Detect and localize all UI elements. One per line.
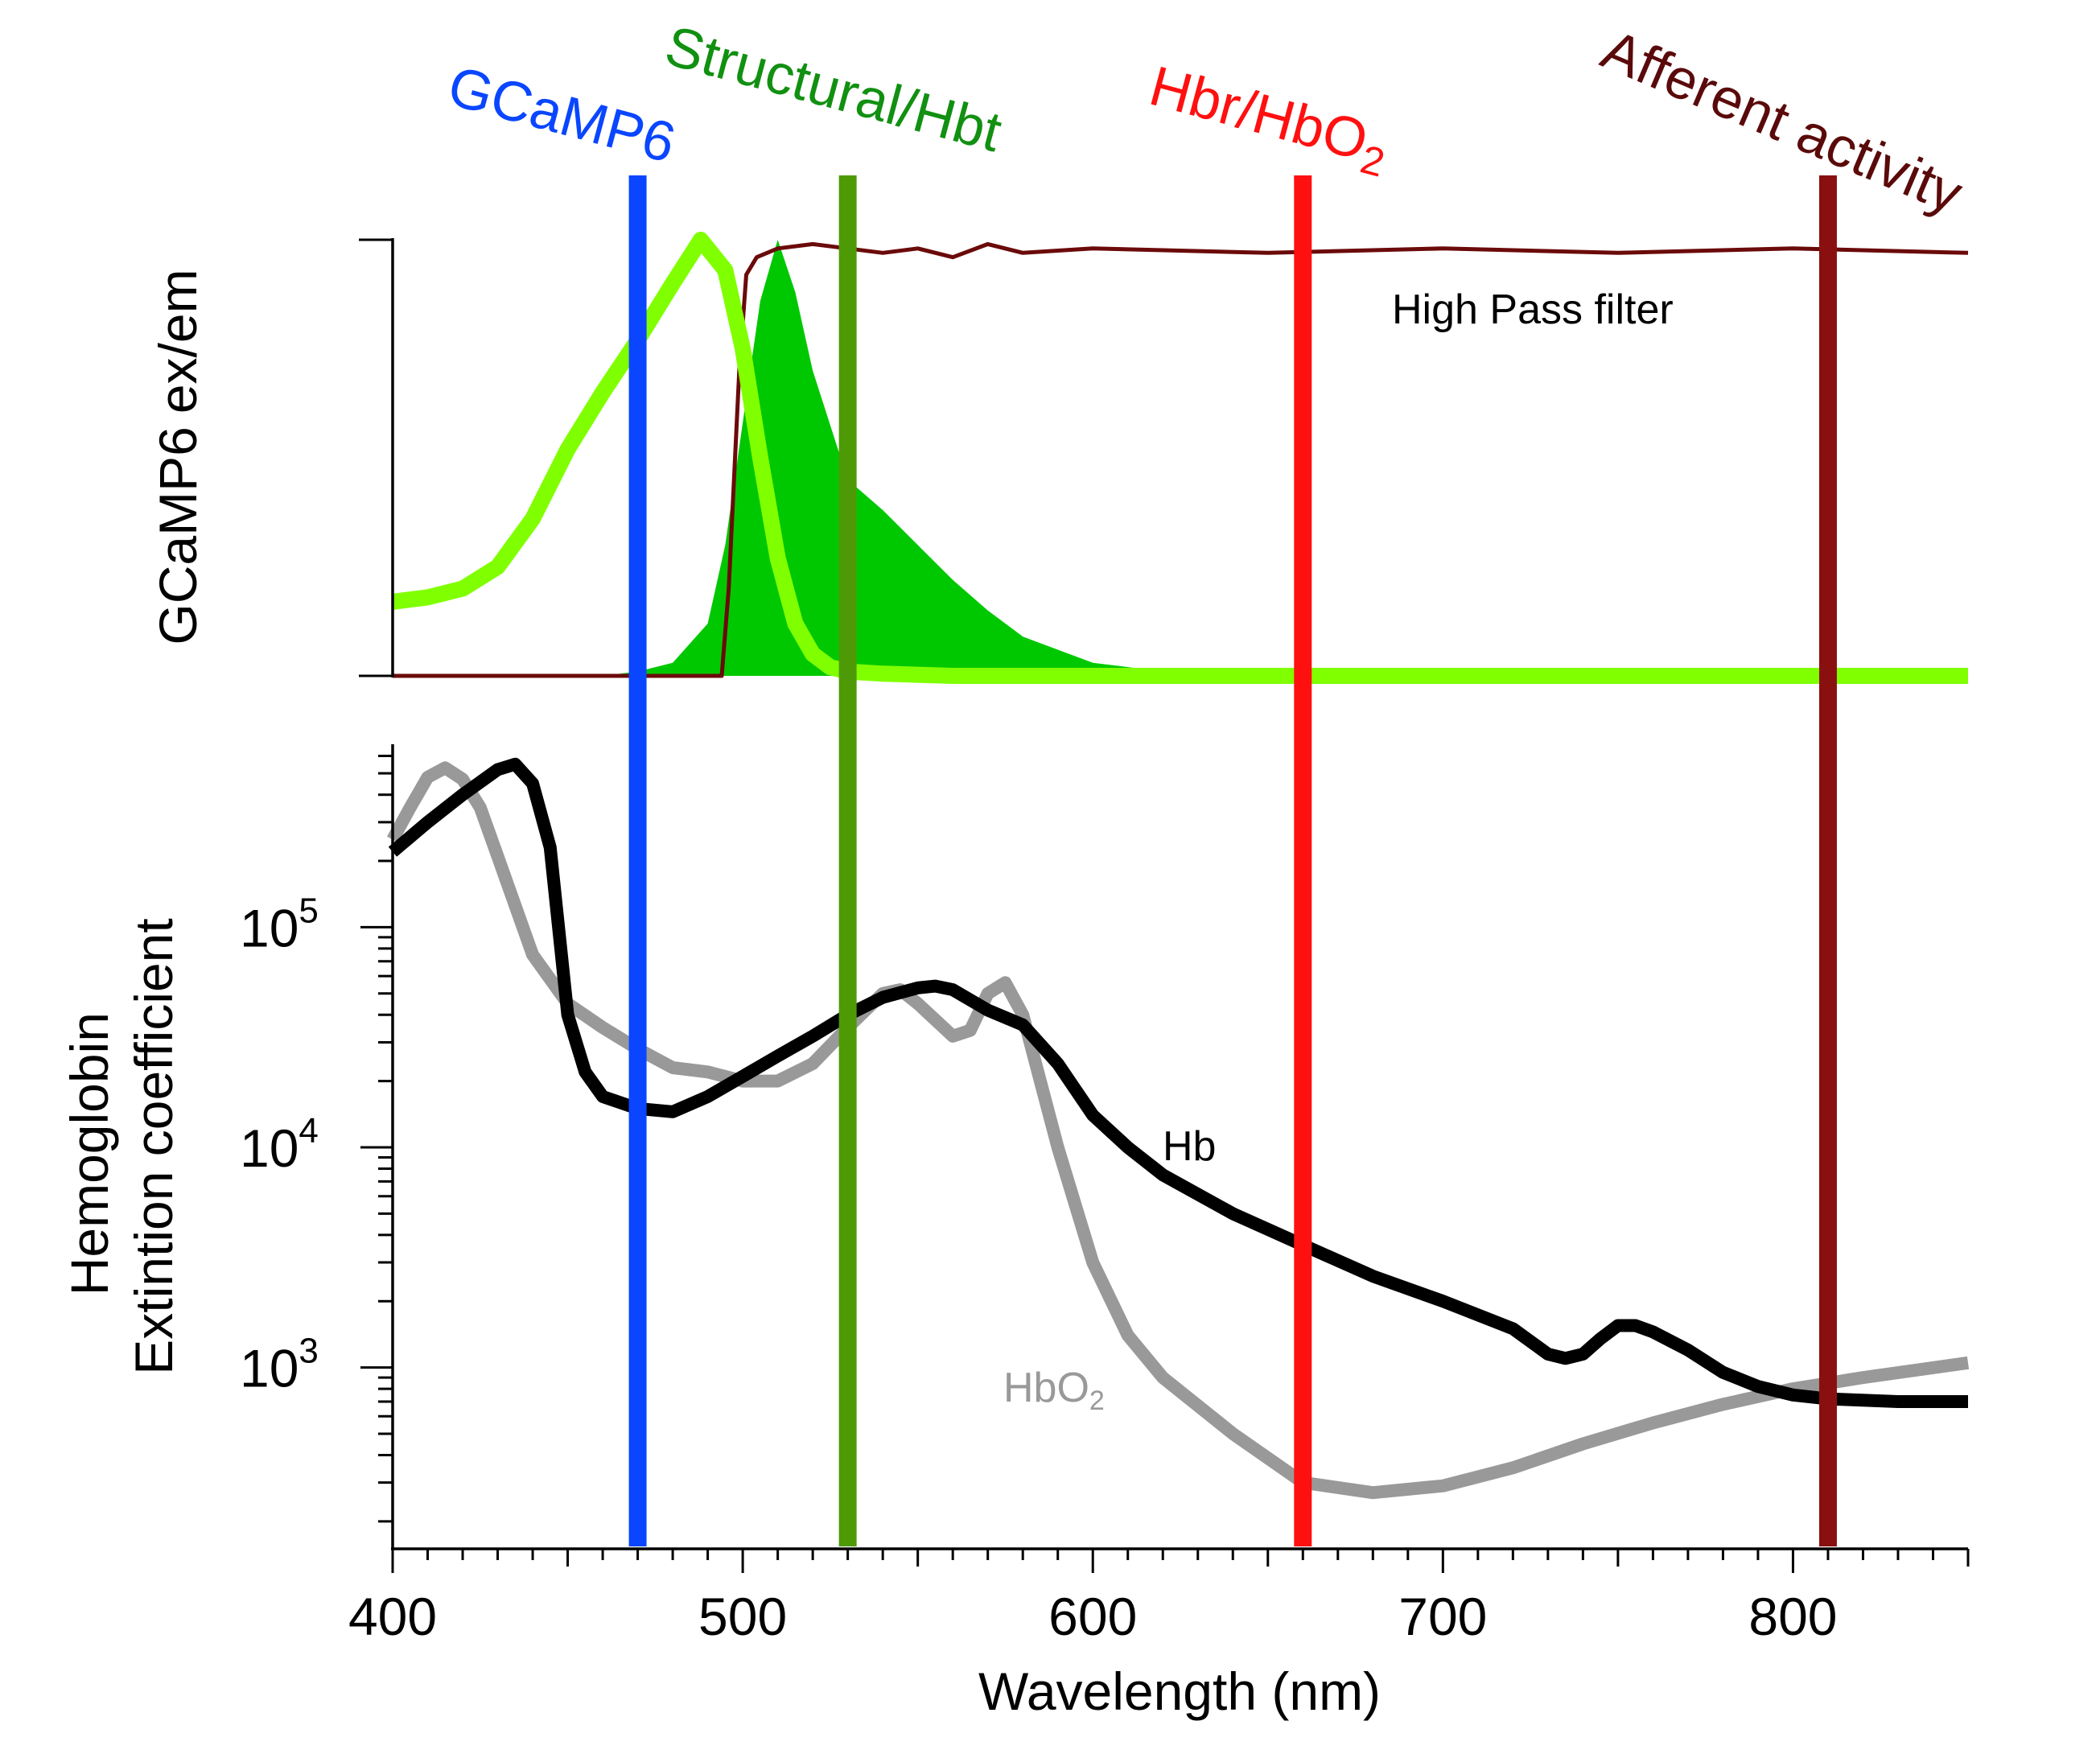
gcamp-emission-area <box>603 240 1443 676</box>
ylabel-part-2: / <box>148 342 208 357</box>
bottom-y-axis-title: Hemoglobin Extintion coefficient <box>60 918 183 1374</box>
x-tick-label: 800 <box>1748 1587 1837 1646</box>
ylabel-part-0: GCaMP6 <box>148 426 208 644</box>
hbo2-label: HbO2 <box>1003 1365 1105 1416</box>
top-panel: GCaMP6 ex/em High Pass filter <box>148 232 1969 684</box>
y-minor-ticks <box>378 755 393 1523</box>
x-tick-label: 500 <box>698 1587 787 1646</box>
band-label-gcamp6: GCaMP6 <box>442 54 681 175</box>
y-tick-base: 10 <box>240 1118 299 1178</box>
hb-label: Hb <box>1163 1123 1216 1170</box>
band-label-afferent: Afferent activity <box>1593 18 1971 225</box>
ylabel-line-1: Hemoglobin <box>60 1012 119 1295</box>
y-tick-label: 105 <box>240 891 319 957</box>
x-tick-label: 700 <box>1398 1587 1487 1646</box>
bottom-lines-layer <box>386 757 1970 1500</box>
bands-layer <box>628 175 1837 1546</box>
band-label-hbr-hbo2: Hbr/HbO2 <box>1142 54 1396 186</box>
gcamp-excitation-line <box>391 232 1968 684</box>
band-label-hbr-base: Hbr/HbO <box>1143 54 1374 172</box>
top-y-axis-title: GCaMP6 ex/em <box>148 269 208 644</box>
y-tick-label: 104 <box>240 1111 319 1178</box>
hbo2-line <box>386 761 1970 1500</box>
x-axis-title: Wavelength (nm) <box>978 1661 1381 1721</box>
band-labels: GCaMP6 Structural/Hbt Hbr/HbO2 Afferent … <box>442 14 1971 225</box>
hbo2-label-sub: 2 <box>1089 1385 1105 1416</box>
y-tick-base: 10 <box>240 1339 299 1398</box>
y-tick-exp: 3 <box>299 1332 318 1371</box>
ylabel-line-2: Extintion coefficient <box>124 918 183 1374</box>
emission-fill-layer <box>603 240 1443 676</box>
ylabel-part-3: em <box>148 269 208 343</box>
highpass-label: High Pass filter <box>1392 286 1674 333</box>
y-tick-label: 103 <box>240 1332 319 1398</box>
x-tick-label: 600 <box>1048 1587 1137 1646</box>
ylabel-part-1: ex <box>148 357 208 414</box>
y-tick-exp: 4 <box>299 1111 318 1151</box>
band-label-structural: Structural/Hbt <box>659 14 1008 163</box>
top-lines-layer <box>391 232 1969 684</box>
y-tick-exp: 5 <box>299 891 318 930</box>
hb-line <box>388 757 1968 1408</box>
x-ticks: 400 500 600 700 800 <box>348 1549 1970 1646</box>
highpass-filter-line <box>393 241 1969 678</box>
hbo2-label-base: HbO <box>1003 1365 1089 1411</box>
y-tick-base: 10 <box>240 898 299 957</box>
x-tick-label: 400 <box>348 1587 437 1646</box>
